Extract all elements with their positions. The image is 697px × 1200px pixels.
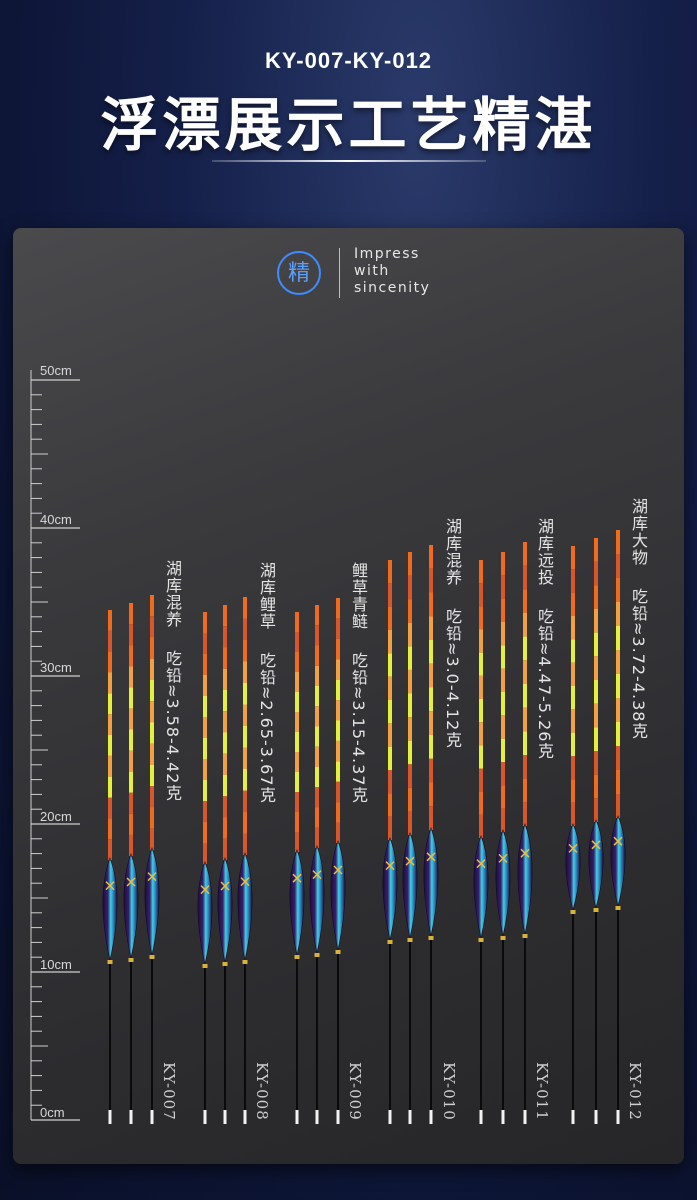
ruler-label-10: 10cm (40, 957, 72, 972)
model-label-ky010: KY-010 (440, 1062, 458, 1121)
model-label-ky008: KY-008 (253, 1062, 271, 1121)
slogan-line: sincenity (354, 280, 431, 296)
float-lead-ky009: 吃铅≈3.15-4.37克 (349, 652, 368, 804)
float-lead-ky007: 吃铅≈3.58-4.42克 (163, 650, 182, 802)
slogan-line: with (354, 263, 390, 279)
float-name-ky007: 湖库混养 (163, 560, 182, 628)
model-label-ky007: KY-007 (160, 1062, 178, 1121)
model-label-ky012: KY-012 (626, 1062, 644, 1121)
badge-divider (339, 248, 340, 298)
float-lead-ky011: 吃铅≈4.47-5.26克 (535, 608, 554, 760)
model-label-ky011: KY-011 (533, 1062, 551, 1121)
float-name-ky009: 鲤草青鲢 (349, 562, 368, 630)
title-underline (212, 160, 486, 162)
ruler-label-30: 30cm (40, 660, 72, 675)
float-lead-ky010: 吃铅≈3.0-4.12克 (443, 608, 462, 749)
ruler-label-0: 0cm (40, 1105, 65, 1120)
ruler-label-20: 20cm (40, 809, 72, 824)
slogan: Impress with sincenity (354, 246, 430, 297)
ruler-label-40: 40cm (40, 512, 72, 527)
craft-badge-icon: 精 (277, 251, 321, 295)
model-range-heading: KY-007-KY-012 (264, 48, 433, 73)
float-name-ky011: 湖库远投 (535, 518, 554, 586)
slogan-line: Impress (354, 246, 420, 262)
page-title: 浮漂展示工艺精湛 (100, 93, 597, 158)
float-lead-ky008: 吃铅≈2.65-3.67克 (257, 652, 276, 804)
model-label-ky009: KY-009 (346, 1062, 364, 1121)
float-name-ky010: 湖库混养 (443, 518, 462, 586)
float-name-ky008: 湖库鲤草 (257, 562, 276, 630)
ruler-label-50: 50cm (40, 363, 72, 378)
float-name-ky012: 湖库大物 (629, 498, 648, 566)
float-lead-ky012: 吃铅≈3.72-4.38克 (629, 588, 648, 740)
